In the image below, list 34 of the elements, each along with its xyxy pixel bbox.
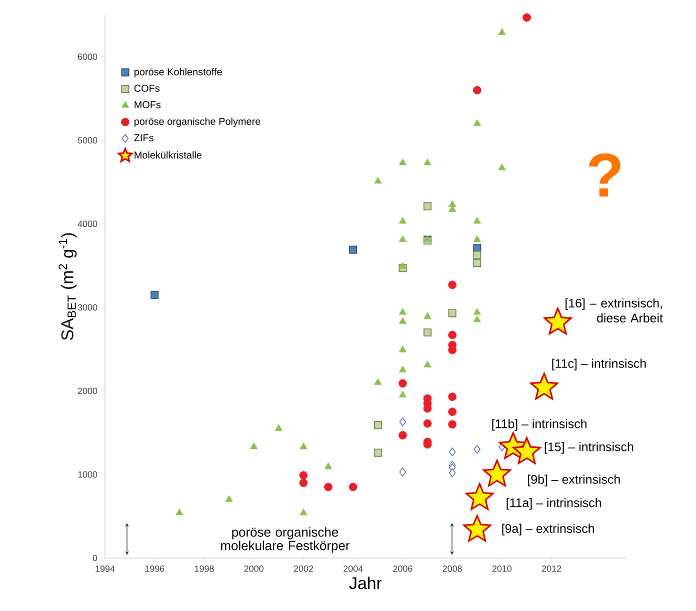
annotation: ? [588, 153, 620, 197]
x-tick-label: 1996 [145, 566, 164, 572]
annotation: [9b] – extrinsisch [528, 474, 620, 486]
annotation: [9a] – extrinsisch [502, 524, 594, 536]
x-tick-label: 2000 [244, 566, 264, 572]
legend-label: Molekülkristalle [134, 151, 202, 159]
x-axis-title: Jahr [349, 576, 382, 590]
annotation: poröse organische molekulare Festkörper [221, 527, 350, 553]
x-tick-label: 1998 [194, 566, 214, 572]
y-tick-label: 5000 [78, 137, 98, 144]
annotation: [16] – extrinsisch, diese Arbeit [566, 298, 663, 322]
legend-label: COFs [134, 84, 160, 92]
y-axis-title: SA$_{BET}$ (m$^{2}$ g$^{-1}$) [58, 233, 77, 340]
x-tick-label: 2006 [393, 566, 412, 572]
legend-label: MOFs [134, 101, 161, 108]
y-tick-label: 2000 [78, 388, 98, 394]
y-tick-label: 6000 [78, 54, 98, 60]
x-tick-label: 2004 [344, 566, 363, 572]
y-tick-label: 4000 [78, 220, 98, 228]
annotation: [11b] – intrinsisch [492, 419, 586, 431]
x-tick-label: 2010 [492, 566, 512, 572]
x-tick-label: 2002 [294, 566, 313, 572]
legend-label: poröse Kohlenstoffe [134, 68, 222, 78]
x-tick-label: 2012 [542, 566, 562, 572]
x-tick-label: 2008 [442, 566, 462, 572]
y-tick-label: 0 [92, 554, 98, 562]
y-tick-label: 3000 [78, 304, 98, 311]
annotation: [11c] – intrinsisch [552, 358, 646, 370]
x-tick-label: 1994 [96, 566, 115, 572]
legend-label: ZIFs [134, 134, 154, 142]
legend-label: poröse organische Polymere [134, 118, 260, 127]
y-tick-label: 1000 [78, 471, 98, 478]
annotation: [15] – intrinsisch [544, 442, 634, 454]
annotation: [11a] – intrinsisch [506, 498, 601, 510]
